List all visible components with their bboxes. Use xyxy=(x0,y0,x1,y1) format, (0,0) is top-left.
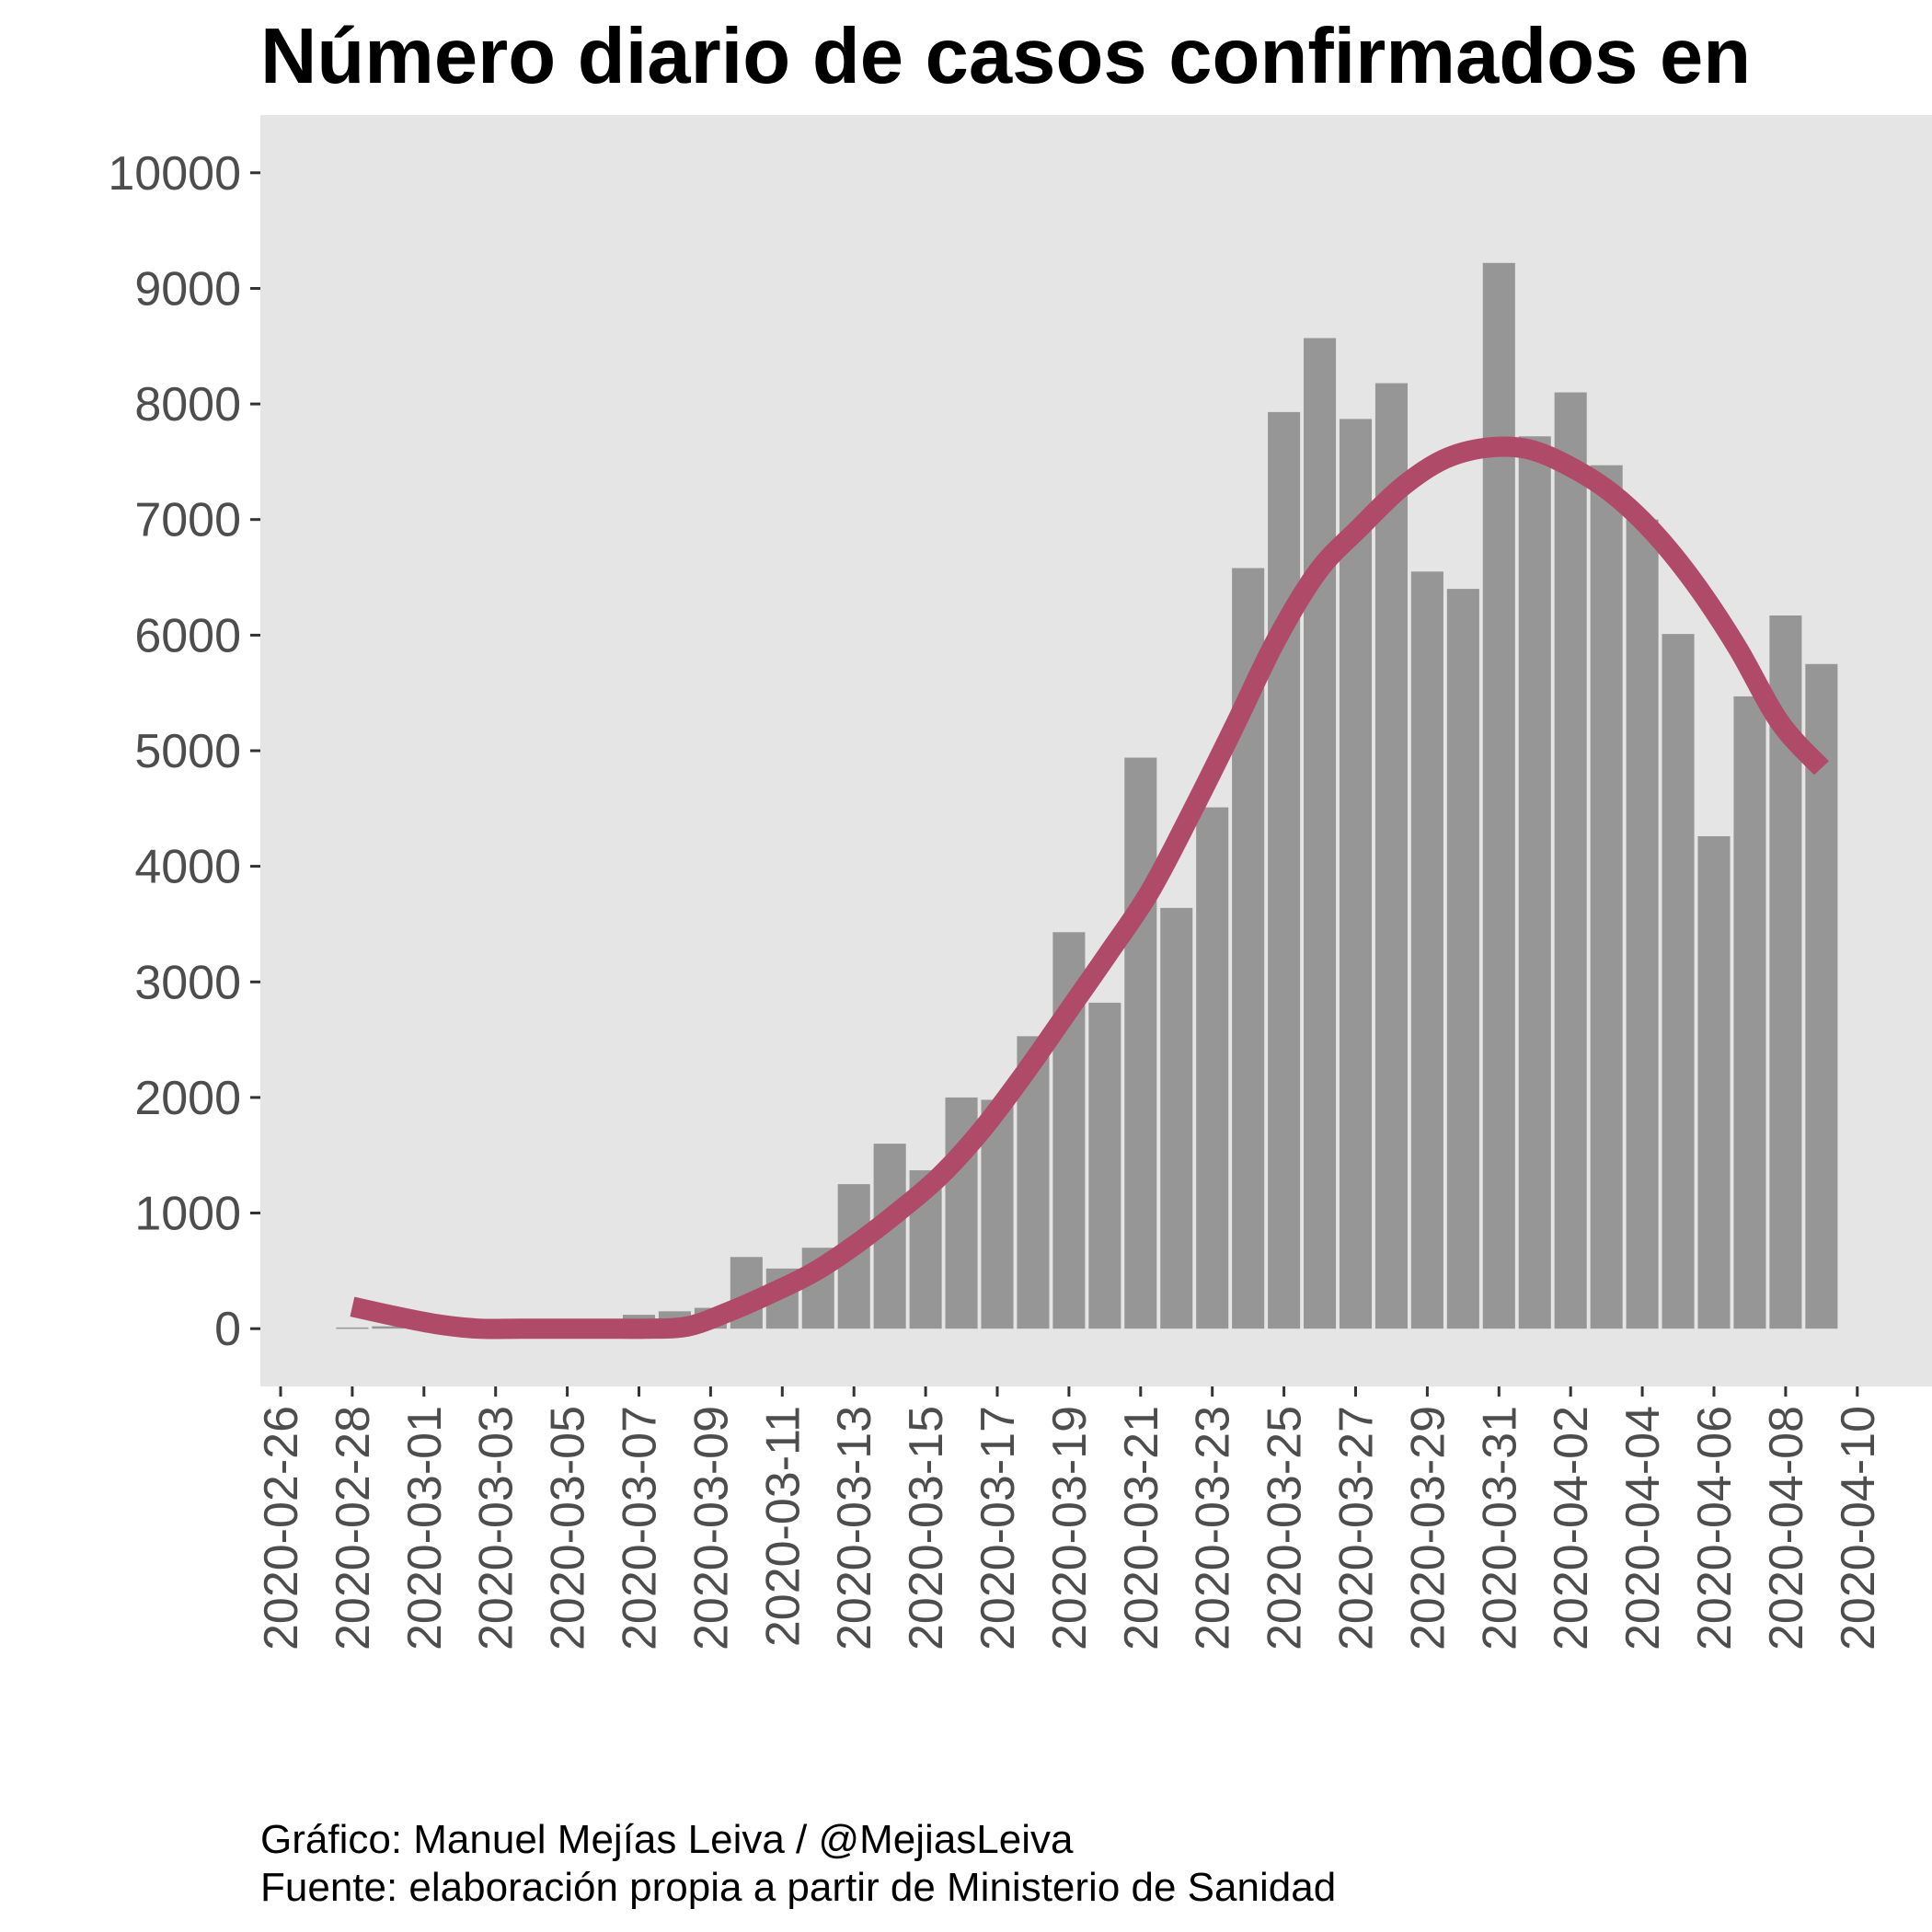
x-tick-label-2020-03-21: 2020-03-21 xyxy=(1115,1406,1168,1650)
bar-2020-04-09 xyxy=(1805,663,1838,1329)
bar-2020-03-31 xyxy=(1482,262,1515,1329)
x-tick-label-2020-03-27: 2020-03-27 xyxy=(1330,1406,1384,1650)
y-axis: 0 1000 2000 3000 4000 5000 6000 7000 8000 9000 100… xyxy=(108,147,260,1356)
x-tick-label-2020-04-06: 2020-04-06 xyxy=(1688,1406,1742,1650)
bar-2020-03-23 xyxy=(1196,807,1229,1329)
x-tick-label-2020-03-13: 2020-03-13 xyxy=(828,1406,881,1650)
trend-line xyxy=(350,436,1829,1340)
x-axis: 2020-02-26 2020-02-28 2020-03-01 2020-03-03… xyxy=(255,1386,1885,1650)
bar-2020-04-02 xyxy=(1554,392,1587,1329)
bar-2020-03-22 xyxy=(1160,907,1193,1329)
y-tick-label-4000: 4000 xyxy=(134,841,241,894)
x-tick-label-2020-03-05: 2020-03-05 xyxy=(542,1406,595,1650)
caption-author: Gráfico: Manuel Mejías Leiva / @MejiasLe… xyxy=(260,1817,1074,1862)
bar-2020-02-29 xyxy=(372,1326,405,1329)
bar-2020-04-04 xyxy=(1626,519,1659,1329)
bar-2020-03-26 xyxy=(1304,338,1337,1329)
x-tick-label-2020-02-26: 2020-02-26 xyxy=(255,1406,308,1650)
x-tick-label-2020-04-08: 2020-04-08 xyxy=(1760,1406,1813,1650)
bar-2020-04-01 xyxy=(1518,436,1551,1329)
bar-2020-03-25 xyxy=(1268,411,1301,1329)
y-tick-label-3000: 3000 xyxy=(134,956,241,1009)
chart-title: Número diario de casos confirmados en xyxy=(260,13,1751,100)
y-tick-label-8000: 8000 xyxy=(134,378,241,431)
y-tick-label-10000: 10000 xyxy=(108,147,241,201)
x-tick-label-2020-03-15: 2020-03-15 xyxy=(900,1406,953,1650)
y-tick-label-0: 0 xyxy=(214,1303,241,1356)
y-tick-label-2000: 2000 xyxy=(134,1072,241,1125)
x-tick-label-2020-03-23: 2020-03-23 xyxy=(1187,1406,1240,1650)
x-tick-label-2020-04-10: 2020-04-10 xyxy=(1832,1406,1885,1650)
x-tick-label-2020-03-03: 2020-03-03 xyxy=(470,1406,523,1650)
y-tick-label-5000: 5000 xyxy=(134,725,241,778)
bar-2020-03-21 xyxy=(1124,757,1157,1329)
bar-2020-03-28 xyxy=(1374,383,1408,1329)
bar-2020-04-06 xyxy=(1697,835,1731,1329)
x-tick-label-2020-04-02: 2020-04-02 xyxy=(1545,1406,1598,1650)
x-tick-label-2020-03-31: 2020-03-31 xyxy=(1473,1406,1526,1650)
x-tick-label-2020-03-17: 2020-03-17 xyxy=(972,1406,1025,1650)
y-tick-label-9000: 9000 xyxy=(134,263,241,316)
y-tick-label-6000: 6000 xyxy=(134,609,241,662)
bar-2020-02-28 xyxy=(336,1327,369,1329)
bar-2020-04-05 xyxy=(1662,634,1695,1329)
bar-2020-04-03 xyxy=(1590,465,1623,1329)
y-tick-label-1000: 1000 xyxy=(134,1188,241,1241)
x-tick-label-2020-02-28: 2020-02-28 xyxy=(327,1406,380,1650)
x-tick-label-2020-03-07: 2020-03-07 xyxy=(614,1406,667,1650)
x-tick-label-2020-03-11: 2020-03-11 xyxy=(756,1406,810,1647)
bar-2020-03-20 xyxy=(1088,1002,1121,1329)
x-tick-label-2020-04-04: 2020-04-04 xyxy=(1616,1406,1670,1650)
bar-2020-04-07 xyxy=(1733,696,1766,1329)
x-tick-label-2020-03-19: 2020-03-19 xyxy=(1043,1406,1097,1650)
bar-2020-03-27 xyxy=(1339,419,1373,1329)
x-tick-label-2020-03-29: 2020-03-29 xyxy=(1401,1406,1455,1650)
bar-2020-03-29 xyxy=(1410,571,1443,1329)
bar-2020-03-30 xyxy=(1446,589,1479,1329)
x-tick-label-2020-03-01: 2020-03-01 xyxy=(398,1406,452,1650)
x-tick-label-2020-03-25: 2020-03-25 xyxy=(1259,1406,1312,1650)
caption-source: Fuente: elaboración propia a partir de M… xyxy=(260,1865,1336,1910)
y-tick-label-7000: 7000 xyxy=(134,494,241,547)
x-tick-label-2020-03-09: 2020-03-09 xyxy=(684,1406,738,1650)
